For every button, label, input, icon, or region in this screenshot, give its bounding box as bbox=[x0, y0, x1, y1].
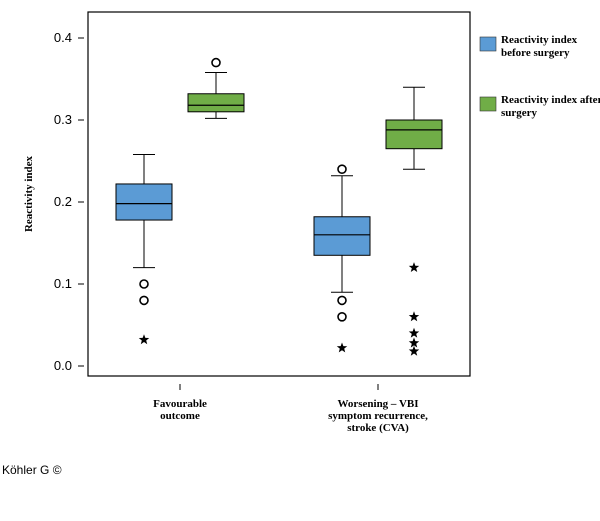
outlier-point bbox=[140, 296, 148, 304]
box bbox=[188, 94, 244, 112]
outlier-point bbox=[338, 296, 346, 304]
legend-label: Reactivity index after bbox=[501, 94, 600, 106]
legend-label: before surgery bbox=[501, 47, 570, 59]
y-tick-label: 0.3 bbox=[54, 112, 72, 127]
y-tick-label: 0.1 bbox=[54, 276, 72, 291]
legend-label: surgery bbox=[501, 107, 538, 119]
x-tick-label: Favourable bbox=[153, 398, 207, 410]
outlier-point bbox=[338, 165, 346, 173]
outlier-point bbox=[338, 313, 346, 321]
outlier-point bbox=[212, 59, 220, 67]
y-axis: 0.0 0.1 0.2 0.3 0.4 bbox=[54, 30, 84, 373]
y-axis-label: Reactivity index bbox=[23, 155, 35, 232]
box bbox=[314, 217, 370, 256]
outlier-point bbox=[140, 280, 148, 288]
x-tick-label: symptom recurrence, bbox=[328, 410, 428, 422]
legend-swatch bbox=[480, 37, 496, 51]
x-tick-label: outcome bbox=[160, 410, 200, 422]
y-tick-label: 0.4 bbox=[54, 30, 72, 45]
copyright-credit: Köhler G © bbox=[2, 463, 62, 477]
y-tick-label: 0.2 bbox=[54, 194, 72, 209]
y-tick-label: 0.0 bbox=[54, 358, 72, 373]
x-tick-label: stroke (CVA) bbox=[347, 422, 409, 434]
legend-label: Reactivity index bbox=[501, 34, 578, 46]
legend-swatch bbox=[480, 97, 496, 111]
x-tick-label: Worsening – VBI bbox=[337, 398, 418, 410]
box bbox=[386, 120, 442, 149]
box bbox=[116, 184, 172, 220]
